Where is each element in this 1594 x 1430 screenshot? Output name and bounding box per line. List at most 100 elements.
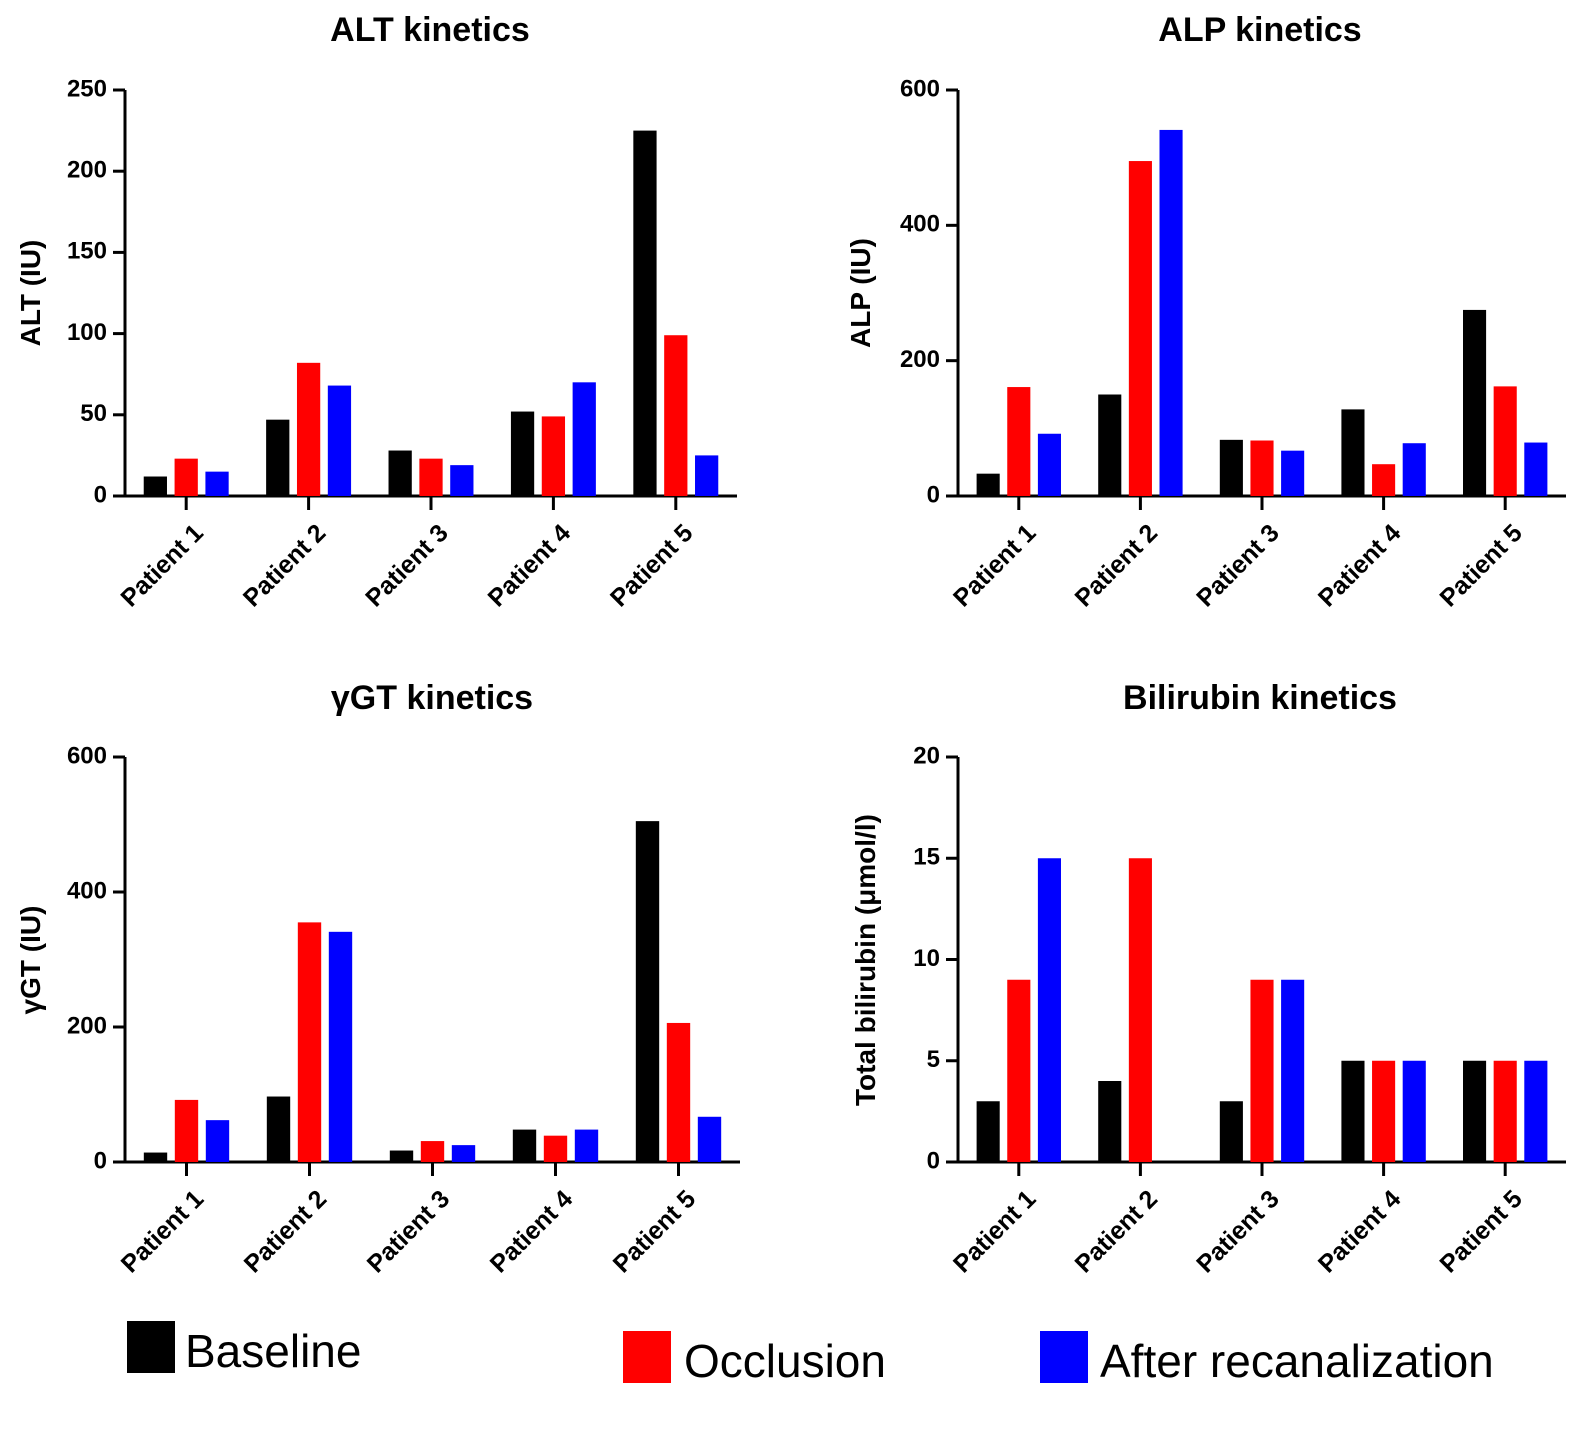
bar-occlusion-patient-2 — [1128, 161, 1152, 497]
legend-label-occlusion: Occlusion — [684, 1335, 886, 1387]
legend-swatch-occlusion — [623, 1331, 671, 1383]
y-tick-label: 600 — [900, 75, 940, 102]
bar-occlusion-patient-4 — [1372, 1060, 1396, 1162]
chart-title: γGT kinetics — [331, 679, 533, 717]
bar-after-recanalization-patient-4 — [574, 1129, 599, 1162]
bar-after-recanalization-patient-1 — [1037, 433, 1061, 496]
bar-occlusion-patient-3 — [1250, 440, 1274, 496]
chart-title: Bilirubin kinetics — [1123, 679, 1397, 717]
bar-after-recanalization-patient-3 — [1281, 450, 1305, 496]
bar-occlusion-patient-2 — [296, 362, 321, 496]
legend-swatch-baseline — [127, 1321, 175, 1373]
bar-after-recanalization-patient-3 — [451, 1145, 476, 1162]
x-tick-label: Patient 5 — [1434, 519, 1528, 613]
bar-baseline-patient-3 — [389, 1150, 414, 1162]
y-tick-label: 150 — [67, 238, 107, 265]
y-tick-label: 200 — [67, 1012, 107, 1039]
y-axis-label: ALP (IU) — [845, 238, 876, 348]
x-tick-label: Patient 3 — [362, 1185, 455, 1278]
bar-occlusion-patient-5 — [666, 1022, 691, 1162]
x-tick-label: Patient 5 — [1434, 1185, 1528, 1279]
bar-after-recanalization-patient-5 — [1524, 442, 1548, 496]
bar-after-recanalization-patient-4 — [1402, 443, 1426, 496]
bar-occlusion-patient-3 — [1250, 979, 1274, 1162]
x-tick-label: Patient 2 — [239, 1185, 332, 1278]
y-tick-label: 20 — [913, 742, 940, 769]
bar-occlusion-patient-5 — [664, 335, 688, 496]
bar-after-recanalization-patient-4 — [572, 382, 596, 496]
bar-occlusion-patient-4 — [541, 416, 566, 496]
bar-after-recanalization-patient-5 — [1524, 1060, 1548, 1162]
y-tick-label: 400 — [67, 877, 107, 904]
y-tick-label: 5 — [927, 1046, 940, 1073]
bar-occlusion-patient-4 — [543, 1135, 568, 1162]
bar-baseline-patient-5 — [1463, 309, 1487, 496]
bar-after-recanalization-patient-1 — [1037, 858, 1061, 1162]
bar-occlusion-patient-1 — [1007, 387, 1031, 496]
bar-occlusion-patient-5 — [1493, 1060, 1517, 1162]
y-axis-label: γGT (IU) — [15, 906, 46, 1015]
bar-occlusion-patient-1 — [1007, 979, 1031, 1162]
y-tick-label: 600 — [67, 742, 107, 769]
chart-alp: ALP kinetics ALP (IU) 0 200 400 600 Patient 1 P… — [845, 11, 1566, 612]
bar-occlusion-patient-4 — [1372, 464, 1396, 496]
bar-baseline-patient-4 — [512, 1129, 537, 1162]
bar-baseline-patient-1 — [143, 476, 167, 496]
x-tick-label: Patient 3 — [1191, 519, 1284, 612]
bar-baseline-patient-3 — [388, 450, 412, 496]
x-tick-label: Patient 5 — [608, 1185, 702, 1279]
x-tick-label: Patient 1 — [115, 519, 209, 613]
bar-after-recanalization-patient-2 — [1159, 129, 1183, 496]
y-tick-label: 10 — [913, 945, 940, 972]
x-tick-label: Patient 2 — [1070, 1185, 1163, 1278]
x-tick-label: Patient 4 — [485, 1185, 579, 1279]
x-tick-label: Patient 2 — [1070, 519, 1163, 612]
bar-baseline-patient-1 — [143, 1152, 168, 1162]
bar-baseline-patient-2 — [266, 419, 290, 496]
bar-baseline-patient-2 — [1098, 1081, 1122, 1162]
bar-baseline-patient-5 — [1463, 1060, 1487, 1162]
y-tick-label: 15 — [913, 844, 940, 871]
bar-after-recanalization-patient-3 — [1281, 979, 1305, 1162]
bar-occlusion-patient-3 — [420, 1141, 445, 1162]
bar-occlusion-patient-2 — [1128, 858, 1152, 1162]
bar-after-recanalization-patient-4 — [1402, 1060, 1426, 1162]
x-tick-label: Patient 1 — [948, 519, 1042, 613]
y-tick-label: 200 — [900, 346, 940, 373]
chart-ggt: γGT kinetics γGT (IU) 0 200 400 600 Patient 1 P… — [15, 679, 740, 1278]
bar-baseline-patient-2 — [266, 1096, 291, 1162]
x-tick-label: Patient 1 — [948, 1185, 1042, 1279]
bar-occlusion-patient-2 — [297, 922, 322, 1162]
x-tick-label: Patient 5 — [605, 519, 699, 613]
bar-after-recanalization-patient-1 — [205, 471, 229, 496]
y-tick-label: 0 — [94, 481, 107, 508]
bar-after-recanalization-patient-2 — [328, 931, 353, 1162]
y-axis-label: Total bilirubin (μmol/l) — [850, 814, 881, 1106]
x-tick-label: Patient 3 — [1191, 1185, 1284, 1278]
y-tick-label: 0 — [927, 1147, 940, 1174]
y-tick-label: 50 — [80, 400, 107, 427]
y-tick-label: 400 — [900, 211, 940, 238]
y-tick-label: 0 — [927, 481, 940, 508]
chart-title: ALP kinetics — [1158, 11, 1361, 49]
legend-label-baseline: Baseline — [185, 1325, 361, 1377]
bar-baseline-patient-4 — [510, 411, 535, 496]
y-axis-label: ALT (IU) — [15, 240, 46, 347]
legend-label-after-recanalization: After recanalization — [1100, 1335, 1494, 1387]
legend-swatch-after-recanalization — [1040, 1331, 1088, 1383]
bar-after-recanalization-patient-1 — [205, 1120, 230, 1162]
bar-baseline-patient-5 — [635, 821, 660, 1162]
y-tick-label: 250 — [67, 75, 107, 102]
x-tick-label: Patient 4 — [1313, 519, 1407, 613]
bar-occlusion-patient-1 — [174, 458, 198, 496]
x-tick-label: Patient 3 — [360, 519, 453, 612]
chart-alt: ALT kinetics ALT (IU) 0 50 100 150 200 250 Patie… — [15, 11, 737, 612]
y-tick-label: 100 — [67, 319, 107, 346]
bar-baseline-patient-3 — [1219, 439, 1243, 496]
bar-baseline-patient-4 — [1341, 409, 1365, 496]
bar-baseline-patient-5 — [633, 130, 657, 496]
chart-bilirubin: Bilirubin kinetics Total bilirubin (μmol/… — [850, 679, 1566, 1278]
bar-after-recanalization-patient-5 — [695, 455, 719, 496]
bar-occlusion-patient-1 — [174, 1099, 199, 1162]
